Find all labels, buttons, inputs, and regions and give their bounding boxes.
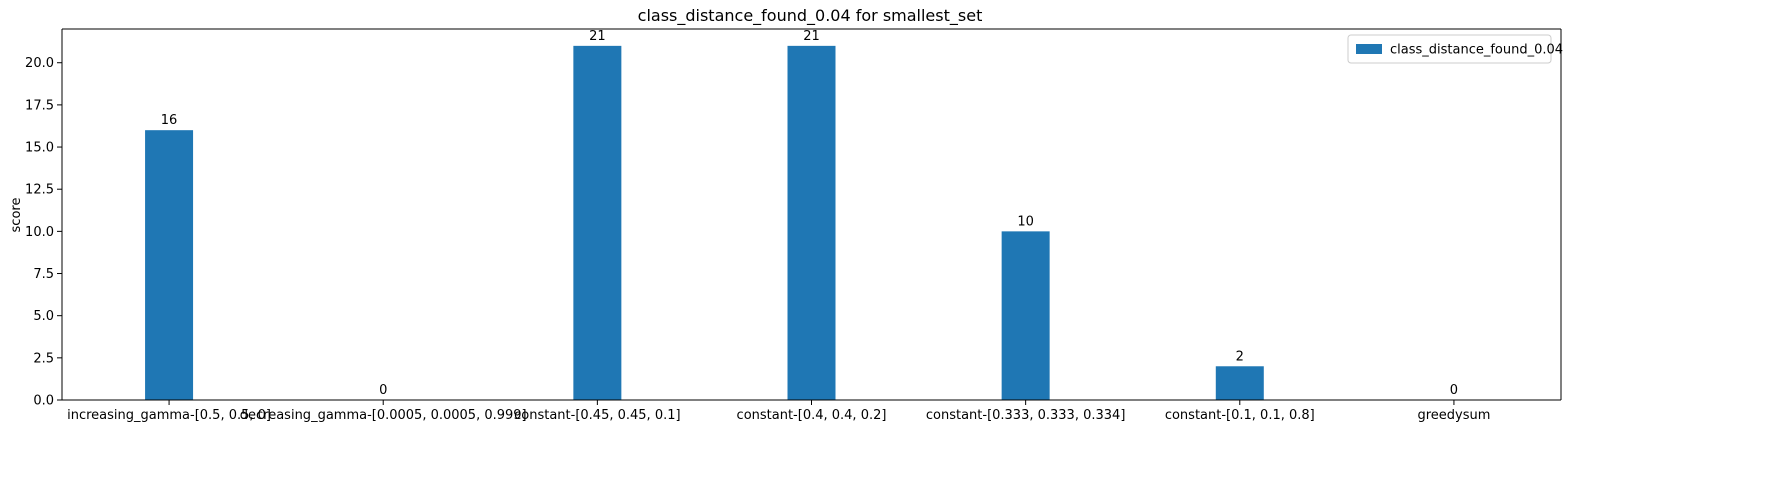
y-tick-label-5: 12.5	[25, 183, 54, 198]
chart-title: class_distance_found_0.04 for smallest_s…	[638, 6, 983, 26]
bar-value-label-3: 21	[803, 29, 820, 44]
legend-box	[1347, 34, 1552, 64]
y-tick-label-6: 15.0	[25, 141, 54, 156]
y-tick-label-4: 10.0	[25, 225, 54, 240]
x-tick-label-1: decreasing_gamma-[0.0005, 0.0005, 0.999]	[240, 408, 527, 423]
bar-value-label-1: 0	[379, 383, 387, 398]
legend-label: class_distance_found_0.04	[1390, 43, 1563, 58]
bar-value-label-0: 16	[161, 113, 178, 128]
x-tick-label-4: constant-[0.333, 0.333, 0.334]	[926, 408, 1126, 423]
y-tick-label-0: 0.0	[33, 394, 54, 409]
bar-3	[787, 45, 836, 401]
y-tick-label-3: 7.5	[33, 267, 54, 282]
x-tick-label-2: constant-[0.45, 0.45, 0.1]	[514, 408, 680, 423]
bar-value-label-4: 10	[1017, 214, 1034, 229]
x-tick-label-0: increasing_gamma-[0.5, 0.5, 0]	[67, 408, 271, 423]
bar-value-label-6: 0	[1450, 383, 1458, 398]
y-tick-label-2: 5.0	[33, 309, 54, 324]
bar-4	[1001, 231, 1050, 400]
bar-value-label-5: 2	[1236, 349, 1244, 364]
y-tick-label-7: 17.5	[25, 98, 54, 113]
bar-2	[573, 45, 622, 401]
legend: class_distance_found_0.04	[1347, 34, 1563, 64]
x-tick-label-3: constant-[0.4, 0.4, 0.2]	[737, 408, 887, 423]
legend-swatch	[1356, 44, 1382, 54]
x-tick-label-6: greedysum	[1417, 408, 1490, 423]
x-tick-label-5: constant-[0.1, 0.1, 0.8]	[1165, 408, 1315, 423]
y-tick-label-8: 20.0	[25, 56, 54, 71]
bar-value-label-2: 21	[589, 29, 606, 44]
bar-0	[145, 130, 194, 400]
y-tick-label-1: 2.5	[33, 351, 54, 366]
bar-5	[1215, 366, 1264, 400]
y-axis-label: score	[9, 198, 24, 233]
plot-area: 16 0 21 21 10 2 0 0.0 2.5 5.0 7.5 10.0 12.5 15.0 17.5 2…	[25, 28, 1562, 423]
